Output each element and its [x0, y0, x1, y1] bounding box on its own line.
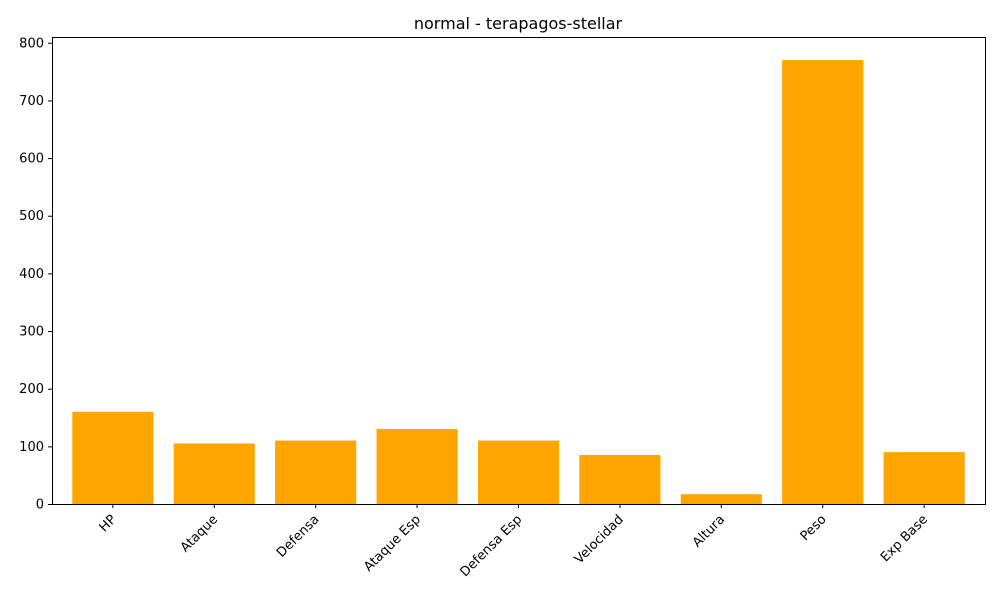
bar-peso: [782, 60, 864, 504]
chart-title: normal - terapagos-stellar: [414, 14, 623, 33]
bar-velocidad: [579, 454, 661, 504]
bar-exp-base: [883, 452, 965, 504]
x-tick-label: Exp Base: [878, 512, 931, 565]
x-tick-label: Ataque: [178, 512, 221, 555]
y-axis: 0 100 200 300 400 500 600 700 800: [19, 36, 52, 513]
bar-defensa-esp: [477, 440, 560, 504]
y-tick-label: 300: [19, 325, 44, 340]
y-tick-label: 400: [19, 267, 44, 282]
bar-altura: [680, 494, 762, 504]
x-tick-label: Defensa Esp: [457, 512, 525, 580]
x-tick-label: HP: [97, 512, 120, 535]
x-tick-label: Defensa: [274, 512, 322, 560]
bar-defensa: [275, 440, 357, 504]
y-tick-label: 600: [19, 152, 44, 167]
plot-frame: [52, 37, 986, 505]
y-tick-label: 500: [19, 209, 44, 224]
y-tick-label: 0: [36, 498, 44, 513]
bar-hp: [72, 411, 154, 504]
x-axis: HP Ataque Defensa Ataque Esp Defensa Esp Velo…: [97, 504, 931, 580]
bars-group: [72, 60, 965, 504]
y-tick-label: 700: [19, 94, 44, 109]
x-tick-label: Velocidad: [572, 512, 627, 567]
y-tick-label: 200: [19, 382, 44, 397]
y-tick-label: 100: [19, 440, 44, 455]
x-tick-label: Peso: [798, 512, 830, 544]
y-tick-label: 800: [19, 36, 44, 51]
bar-ataque: [173, 443, 255, 504]
bar-ataque-esp: [376, 429, 458, 504]
x-tick-label: Ataque Esp: [361, 512, 424, 575]
x-tick-label: Altura: [690, 512, 728, 550]
